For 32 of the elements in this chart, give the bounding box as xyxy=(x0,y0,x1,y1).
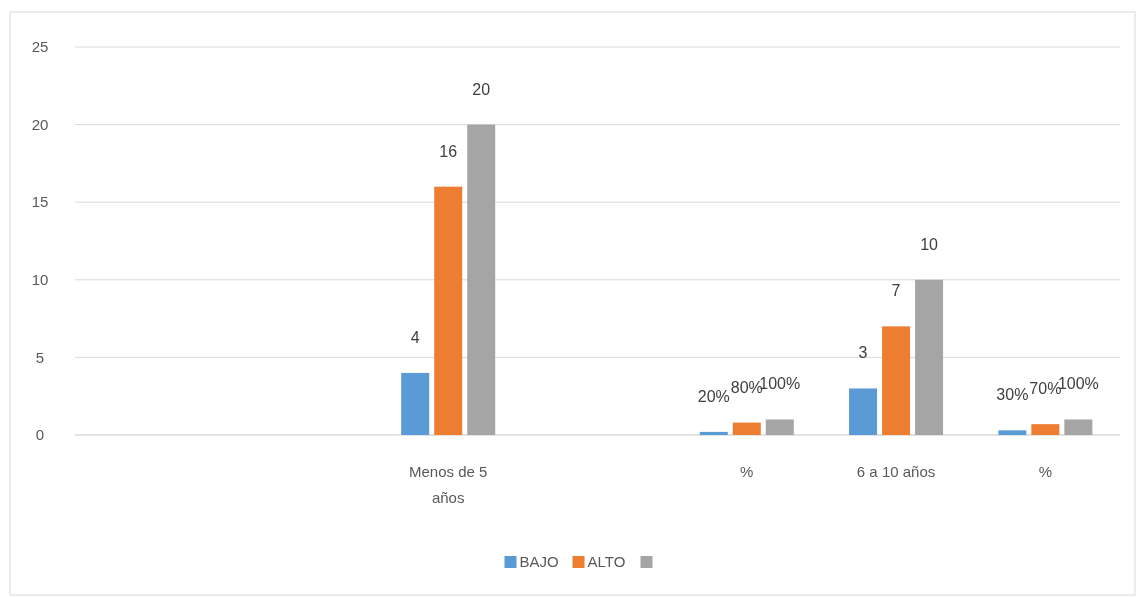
data-label: 4 xyxy=(410,328,420,346)
bar xyxy=(882,326,911,435)
bar xyxy=(732,422,761,435)
x-tick-label: % xyxy=(1038,463,1053,480)
x-tick-label: 6 a 10 años xyxy=(856,463,936,480)
x-tick-label: % xyxy=(740,463,754,480)
y-tick-label: 25 xyxy=(31,38,49,56)
bar xyxy=(1031,424,1060,435)
data-label: 30% xyxy=(996,386,1029,404)
legend-label: ALTO xyxy=(587,553,626,571)
x-tick-label: Menos de 5 años xyxy=(409,463,488,506)
data-label: 3 xyxy=(858,344,868,362)
y-tick-label: 10 xyxy=(31,271,49,289)
bar xyxy=(1064,419,1093,435)
data-label: 10 xyxy=(920,235,939,253)
bar xyxy=(401,372,430,435)
bar xyxy=(434,186,463,435)
y-tick-label: 15 xyxy=(31,193,49,211)
data-label: 20 xyxy=(472,80,491,98)
bar xyxy=(765,419,794,435)
data-label: 20% xyxy=(697,387,730,405)
y-tick-label: 20 xyxy=(31,115,49,133)
bar xyxy=(467,124,496,435)
legend-label: BAJO xyxy=(519,553,559,571)
y-tick-label: 5 xyxy=(35,348,45,366)
bar xyxy=(915,279,944,435)
data-label: 16 xyxy=(439,142,458,160)
bar xyxy=(849,388,878,435)
y-tick-label: 0 xyxy=(35,426,45,444)
bar xyxy=(699,431,728,435)
data-label: 7 xyxy=(891,282,901,300)
bar xyxy=(998,430,1027,435)
